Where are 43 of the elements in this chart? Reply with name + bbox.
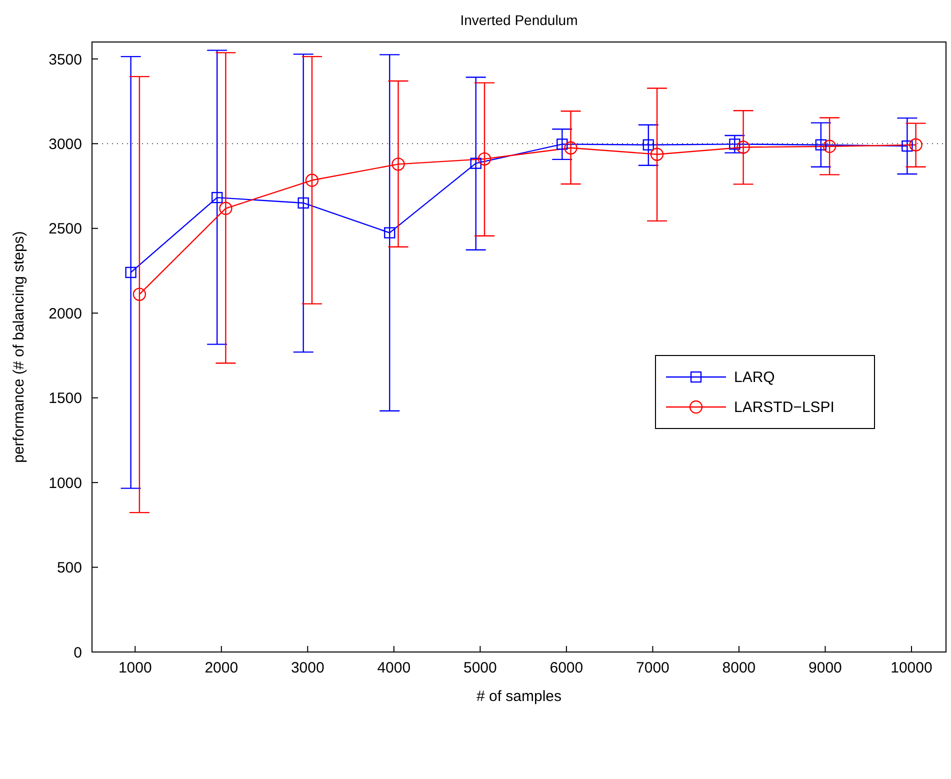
- point: [470, 158, 482, 169]
- point: [132, 288, 146, 301]
- point: [384, 227, 396, 238]
- point: [125, 266, 136, 278]
- y-tick-label: 2500: [48, 220, 82, 238]
- y-tick-label: 1500: [48, 390, 82, 408]
- chart-title: Inverted Pendulum: [459, 12, 579, 28]
- x-tick-label: 5000: [463, 660, 497, 677]
- point: [478, 152, 492, 166]
- legend-label: LARSTD−LSPI: [734, 398, 834, 416]
- x-axis-title: # of samples: [476, 688, 562, 705]
- point: [902, 140, 913, 152]
- y-tick-label: 3500: [48, 51, 82, 68]
- y-tick-label: 3000: [48, 136, 82, 153]
- x-tick-label: 3000: [290, 660, 324, 677]
- point: [815, 139, 827, 150]
- point: [909, 138, 922, 152]
- point: [219, 202, 232, 215]
- x-tick-label: 10000: [890, 660, 932, 677]
- x-tick-label: 4000: [377, 660, 411, 677]
- x-tick-label: 9000: [808, 660, 842, 677]
- y-tick-label: 500: [56, 560, 82, 577]
- x-tick-label: 2000: [204, 660, 238, 677]
- y-tick-label: 1000: [48, 474, 82, 492]
- point: [298, 197, 309, 209]
- point: [556, 138, 568, 150]
- point: [729, 138, 740, 150]
- x-tick-label: 8000: [722, 660, 756, 677]
- point: [822, 140, 836, 153]
- x-tick-label: 7000: [636, 660, 670, 677]
- point: [392, 158, 405, 171]
- point: [650, 148, 664, 161]
- point: [564, 141, 578, 155]
- point: [305, 174, 319, 187]
- y-axis-title: performance (# of balancing steps): [10, 231, 28, 463]
- y-tick-label: 0: [74, 644, 82, 662]
- x-tick-label: 1000: [118, 660, 152, 677]
- point: [642, 139, 654, 150]
- point: [736, 140, 750, 154]
- point: [211, 192, 223, 204]
- legend-label: LARQ: [734, 368, 775, 386]
- y-tick-label: 2000: [48, 305, 82, 322]
- x-tick-label: 6000: [550, 660, 584, 677]
